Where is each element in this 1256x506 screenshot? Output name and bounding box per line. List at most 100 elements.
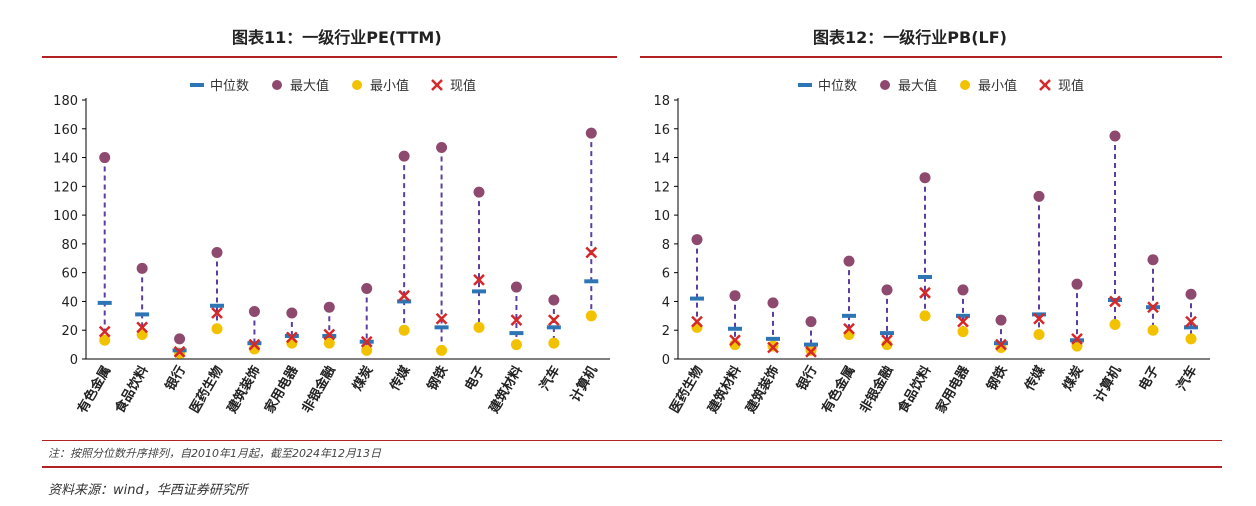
max-point [361,282,373,294]
legend-min-marker [352,80,362,90]
max-point [1147,254,1159,266]
current-point [1033,312,1045,325]
max-point [436,141,448,153]
legend-label: 中位数 [210,79,249,94]
current-point [585,246,598,259]
current-point [957,315,969,328]
current-point [211,307,223,319]
max-point [1033,190,1045,202]
max-point [1071,278,1083,290]
min-point [211,323,223,335]
min-point [1185,333,1197,345]
current-point [547,314,560,327]
x-category-label: 家用电器 [261,362,301,416]
min-point [1147,324,1159,336]
legend-current-marker [431,79,443,91]
max-point [805,316,817,328]
legend-max-marker [272,80,282,90]
y-tick-label: 0 [662,353,670,368]
x-category-label: 电子 [462,363,489,394]
current-point [360,335,373,348]
x-category-label: 医药生物 [187,363,227,416]
chart1-title: 图表11：一级行业PE(TTM) [232,28,442,47]
x-category-label: 银行 [162,363,189,394]
y-tick-label: 10 [653,209,670,224]
y-tick-label: 60 [61,267,78,282]
current-point [398,289,411,302]
chart2-title-rule [640,56,1222,58]
current-point [435,312,448,325]
min-point [473,321,485,333]
min-point [919,310,931,322]
max-point [1185,288,1197,300]
footer-rule-top [42,440,1222,441]
y-tick-label: 80 [61,238,78,253]
legend-label: 中位数 [818,79,857,94]
chart2-title: 图表12：一级行业PB(LF) [813,28,1007,47]
y-tick-label: 14 [653,152,670,167]
y-tick-label: 12 [653,180,670,195]
current-point [767,341,779,354]
max-point [286,307,298,319]
x-category-label: 建筑材料 [486,363,526,416]
min-point [436,344,448,356]
max-point [585,127,597,139]
x-category-label: 传媒 [1021,362,1049,394]
max-point [995,314,1007,326]
y-tick-label: 16 [653,123,670,138]
x-category-label: 汽车 [536,363,563,394]
current-point [473,273,485,286]
y-tick-label: 2 [662,324,670,339]
y-tick-label: 100 [53,209,78,224]
x-category-label: 汽车 [1174,363,1201,394]
max-point [211,247,223,259]
min-point [398,324,410,336]
max-point [398,150,410,162]
min-point [548,337,560,349]
legend-current-marker [1039,79,1051,91]
max-point [1109,130,1121,142]
max-point [136,262,148,274]
x-category-label: 非银金融 [299,363,339,416]
max-point [843,255,855,267]
legend-label: 现值 [450,78,476,94]
current-point [691,315,703,328]
x-category-label: 食品饮料 [112,363,152,416]
y-tick-label: 0 [70,353,78,368]
current-point [510,314,523,327]
min-point [585,310,597,322]
legend: 中位数 最大值 最小值 现值 [798,78,1084,94]
max-point [691,234,703,246]
current-point [285,331,298,344]
x-category-label: 有色金属 [819,363,859,416]
max-point [99,152,111,164]
min-point [1033,329,1045,341]
min-point [323,337,335,349]
legend-label: 最小值 [370,78,409,94]
current-point [995,338,1007,351]
legend-label: 最小值 [978,78,1017,94]
current-point [1109,295,1121,308]
x-category-label: 家用电器 [933,362,973,416]
x-category-label: 钢铁 [984,363,1011,394]
x-category-label: 煤炭 [349,363,376,394]
pe-chart: 中位数 最大值 最小值 现值 0 20 40 60 80 100 120 140 160 180 有色金属食… [53,78,610,416]
x-category-label: 有色金属 [74,363,114,416]
y-tick-label: 6 [662,267,670,282]
x-category-label: 煤炭 [1060,363,1087,394]
current-point [881,334,893,347]
y-tick-label: 120 [53,180,78,195]
x-category-label: 建筑装饰 [224,363,264,416]
y-tick-label: 20 [61,324,78,339]
min-point [361,344,373,356]
max-point [729,290,741,302]
x-category-label: 钢铁 [424,363,451,394]
min-point [843,329,855,341]
y-tick-label: 18 [653,94,670,109]
x-category-label: 银行 [794,363,821,394]
min-point [286,337,298,349]
min-point [99,334,111,346]
max-point [919,172,931,184]
max-point [881,284,893,296]
current-point [136,321,149,334]
